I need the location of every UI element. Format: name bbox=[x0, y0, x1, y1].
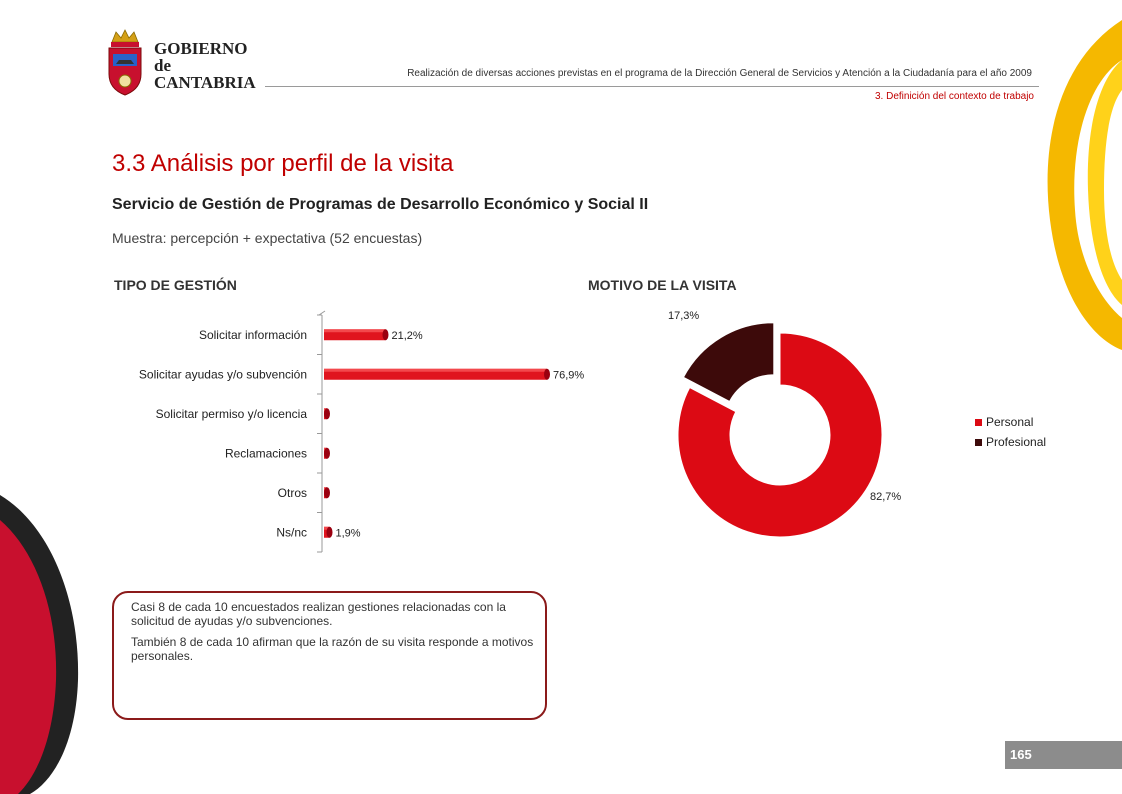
bar bbox=[324, 329, 386, 341]
doughnut-data-label: 17,3% bbox=[668, 310, 699, 322]
legend-swatch-profesional bbox=[975, 439, 982, 447]
conclusion-2: También 8 de cada 10 afirman que la razó… bbox=[131, 635, 534, 663]
bar-end-cap bbox=[326, 526, 333, 538]
bar-end-cap bbox=[382, 329, 389, 341]
legend-item-profesional: Profesional bbox=[975, 435, 1046, 449]
header-divider bbox=[265, 86, 1039, 87]
bar-data-label: 21,2% bbox=[391, 330, 422, 342]
bar-end-cap bbox=[544, 368, 551, 380]
bar-end-cap bbox=[324, 447, 330, 459]
logo: GOBIERNO de CANTABRIA bbox=[106, 28, 256, 98]
doughnut-data-label: 82,7% bbox=[870, 491, 901, 503]
bar-chart-title: TIPO DE GESTIÓN bbox=[114, 277, 237, 293]
logo-line-1: GOBIERNO bbox=[154, 39, 248, 58]
page-subtitle: Servicio de Gestión de Programas de Desa… bbox=[112, 196, 649, 213]
conclusions-box: Casi 8 de cada 10 encuestados realizan g… bbox=[112, 591, 547, 720]
bar-data-label: 76,9% bbox=[553, 369, 584, 381]
bar-chart: Solicitar información 21,2% Solicitar ayud… bbox=[110, 305, 590, 570]
section-label: 3. Definición del contexto de trabajo bbox=[875, 91, 1034, 102]
bar-category-label: Reclamaciones bbox=[225, 446, 307, 460]
page-number: 165 bbox=[1010, 747, 1032, 762]
coat-of-arms-icon bbox=[108, 29, 142, 96]
bar-highlight bbox=[324, 368, 548, 372]
bar-axis-top bbox=[318, 310, 326, 316]
bar-highlight bbox=[324, 526, 330, 530]
logo-line-3: CANTABRIA bbox=[154, 73, 256, 92]
bar-category-label: Ns/nc bbox=[276, 525, 307, 539]
doughnut-slice bbox=[677, 332, 883, 538]
legend-label-profesional: Profesional bbox=[986, 435, 1047, 449]
doughnut-chart-title: MOTIVO DE LA VISITA bbox=[588, 277, 737, 293]
document-subtitle: Realización de diversas acciones previst… bbox=[407, 68, 1032, 79]
doughnut-legend: Personal Profesional bbox=[975, 415, 1046, 449]
legend-label-personal: Personal bbox=[986, 415, 1034, 429]
bar-data-label: 1,9% bbox=[336, 527, 361, 539]
legend-swatch-personal bbox=[975, 419, 982, 427]
bar-category-label: Solicitar información bbox=[199, 328, 307, 342]
doughnut-slice bbox=[682, 322, 775, 403]
bar-chart-plot: Solicitar información 21,2% Solicitar ayud… bbox=[139, 310, 584, 553]
legend-item-personal: Personal bbox=[975, 415, 1046, 429]
bar-category-label: Solicitar ayudas y/o subvención bbox=[139, 367, 307, 381]
bar-end-cap bbox=[324, 487, 330, 499]
bar-category-label: Solicitar permiso y/o licencia bbox=[156, 407, 308, 421]
doughnut-chart: 82,7% 17,3% bbox=[640, 300, 940, 540]
bar-category-label: Otros bbox=[278, 486, 307, 500]
doughnut-chart-plot: 82,7% 17,3% bbox=[668, 310, 901, 538]
sample-description: Muestra: percepción + expectativa (52 en… bbox=[112, 230, 423, 246]
logo-line-2: de bbox=[154, 56, 171, 75]
bar-highlight bbox=[324, 329, 386, 333]
conclusion-1: Casi 8 de cada 10 encuestados realizan g… bbox=[131, 600, 506, 628]
page-title: 3.3 Análisis por perfil de la visita bbox=[112, 150, 454, 177]
bar bbox=[324, 368, 548, 380]
page-number-bar: 165 bbox=[1005, 741, 1122, 769]
bar-end-cap bbox=[324, 408, 330, 420]
